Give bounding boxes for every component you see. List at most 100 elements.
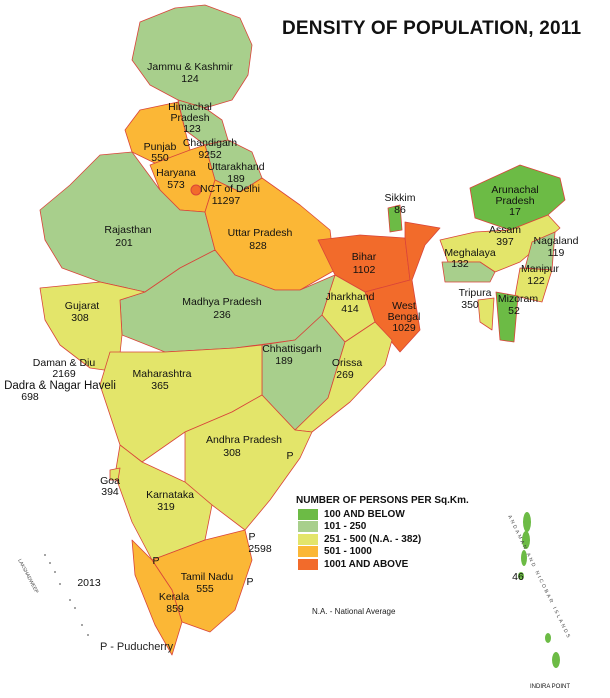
map-title: DENSITY OF POPULATION, 2011 [282, 18, 582, 39]
legend-swatch [298, 508, 318, 520]
region-jammu-kashmir[interactable] [131, 4, 253, 109]
value-punjab: 550 [151, 152, 169, 164]
label-wb-1: West [392, 300, 416, 312]
value-goa: 394 [101, 486, 119, 498]
value-maharashtra: 365 [151, 380, 169, 392]
value-assam: 397 [496, 236, 514, 248]
value-wb: 1029 [392, 322, 416, 334]
legend-item: 1001 AND ABOVE [296, 558, 469, 571]
region-mizoram[interactable] [495, 291, 519, 343]
label-manipur: Manipur [521, 263, 559, 275]
legend: NUMBER OF PERSONS PER Sq.Km. 100 AND BEL… [296, 495, 469, 571]
value-manipur: 122 [527, 275, 545, 287]
value-delhi: 11297 [212, 195, 241, 207]
value-chhattisgarh: 189 [275, 355, 293, 367]
value-uk: 189 [227, 173, 245, 185]
value-andaman: 46 [512, 571, 524, 583]
label-hp-2: Pradesh [170, 112, 209, 124]
legend-swatch [298, 533, 318, 545]
region-delhi[interactable] [190, 184, 202, 196]
label-sikkim: Sikkim [385, 192, 416, 204]
legend-item: 101 - 250 [296, 521, 469, 534]
value-sikkim: 86 [394, 204, 406, 216]
lakshadweep-islands[interactable] [44, 554, 89, 636]
label-haryana: Haryana [156, 167, 196, 179]
value-up: 828 [249, 240, 267, 252]
value-nagaland: 119 [548, 247, 565, 259]
label-hp-1: Himachal [168, 101, 212, 113]
value-haryana: 573 [167, 179, 185, 191]
value-chandigarh: 9252 [198, 149, 222, 161]
label-arunachal-2: Pradesh [495, 195, 534, 207]
legend-label: 501 - 1000 [324, 546, 372, 558]
region-meghalaya[interactable] [441, 261, 496, 283]
puducherry-note: P - Puducherry [100, 641, 174, 653]
value-daman: 2169 [52, 368, 76, 380]
value-orissa: 269 [336, 369, 354, 381]
label-mp: Madhya Pradesh [182, 296, 262, 308]
legend-label: 1001 AND ABOVE [324, 558, 409, 570]
value-puducherry: 2598 [248, 543, 272, 555]
value-mizoram: 52 [508, 305, 520, 317]
region-goa[interactable] [109, 467, 121, 481]
legend-swatch [298, 521, 318, 533]
region-arunachal[interactable] [469, 164, 566, 231]
label-gujarat: Gujarat [65, 300, 100, 312]
label-wb-2: Bengal [388, 311, 421, 323]
value-meghalaya: 132 [451, 258, 469, 270]
label-nagaland: Nagaland [534, 235, 579, 247]
label-delhi: NCT of Delhi [200, 183, 260, 195]
legend-swatch [298, 558, 318, 570]
label-ap: Andhra Pradesh [206, 434, 282, 446]
legend-item: 251 - 500 (N.A. - 382) [296, 533, 469, 546]
value-tripura: 350 [461, 299, 479, 311]
region-sikkim[interactable] [387, 204, 403, 233]
label-orissa: Orissa [332, 357, 362, 369]
label-chandigarh: Chandigarh [183, 137, 237, 149]
andaman-islands[interactable] [518, 512, 560, 668]
label-daman: Daman & Diu [33, 357, 96, 369]
value-rajasthan: 201 [115, 237, 133, 249]
label-dnh: Dadra & Nagar Haveli [4, 380, 116, 392]
legend-label: 251 - 500 (N.A. - 382) [324, 533, 422, 545]
legend-item: 501 - 1000 [296, 546, 469, 559]
value-lakshadweep: 2013 [77, 577, 101, 589]
label-chhattisgarh: Chhattisgarh [262, 343, 322, 355]
label-maharashtra: Maharashtra [133, 368, 192, 380]
value-jk: 124 [181, 73, 199, 85]
value-tn: 555 [196, 583, 214, 595]
legend-swatch [298, 546, 318, 558]
label-karnataka: Karnataka [146, 489, 194, 501]
value-karnataka: 319 [157, 501, 175, 513]
legend-heading: NUMBER OF PERSONS PER Sq.Km. [296, 495, 469, 506]
region-manipur[interactable] [514, 267, 553, 303]
value-gujarat: 308 [71, 312, 89, 324]
label-tn: Tamil Nadu [181, 571, 234, 583]
label-jharkhand: Jharkhand [325, 291, 374, 303]
label-assam: Assam [489, 224, 521, 236]
na-note: N.A. - National Average [312, 607, 396, 616]
legend-label: 100 AND BELOW [324, 508, 405, 520]
value-kerala: 859 [166, 603, 184, 615]
marker-puducherry-mahe: P [152, 555, 159, 567]
label-up: Uttar Pradesh [228, 227, 293, 239]
value-jharkhand: 414 [341, 303, 359, 315]
label-tripura: Tripura [459, 287, 492, 299]
label-uk: Uttarakhand [207, 161, 264, 173]
label-goa: Goa [100, 475, 120, 487]
legend-item: 100 AND BELOW [296, 508, 469, 521]
region-tripura[interactable] [477, 297, 495, 331]
label-mizoram: Mizoram [498, 293, 539, 305]
value-hp: 123 [183, 123, 201, 135]
region-kerala[interactable] [131, 539, 183, 656]
region-west-bengal[interactable] [364, 221, 441, 353]
label-punjab: Punjab [144, 141, 177, 153]
label-rajasthan: Rajasthan [104, 224, 151, 236]
marker-puducherry: P [248, 531, 255, 543]
value-mp: 236 [213, 309, 231, 321]
label-arunachal-1: Arunachal [491, 184, 538, 196]
label-indira-point: INDIRA POINT [530, 684, 570, 690]
value-ap: 308 [223, 447, 241, 459]
legend-label: 101 - 250 [324, 521, 367, 533]
